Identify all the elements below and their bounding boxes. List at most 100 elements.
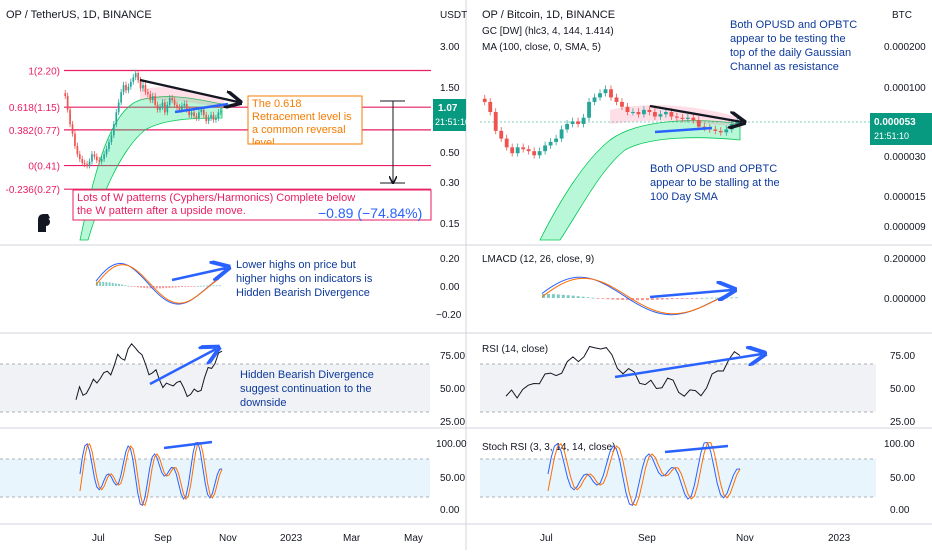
candle-body (493, 112, 498, 131)
macd-histogram-bar (206, 285, 209, 287)
candle-body (110, 135, 113, 143)
right-price-current: 0.000053 (874, 117, 916, 128)
candle-body (183, 103, 186, 106)
candle-body (212, 115, 215, 120)
gaussian-channel-top-left (140, 87, 224, 108)
candle-body (91, 154, 93, 162)
candle-body (115, 112, 118, 125)
fib-label: -0.236(0.27) (6, 185, 60, 196)
candle-body (188, 109, 191, 116)
candle-body (219, 111, 222, 113)
left-macd-tick: 0.00 (440, 282, 460, 293)
right-rsi-divergence-arrow (614, 354, 762, 379)
macd-histogram-bar (606, 298, 610, 300)
macd-histogram-bar (670, 298, 674, 300)
macd-histogram-bar (710, 297, 714, 299)
candle-body (691, 117, 696, 121)
macd-histogram-bar (190, 286, 193, 287)
right-macd-panel (541, 276, 739, 316)
right-chart: OP / Bitcoin, 1D, BINANCE GC [DW] (hlc3,… (466, 9, 932, 544)
candle-body (95, 156, 98, 161)
macd-histogram-bar (149, 286, 152, 289)
macd-histogram-bar (162, 286, 165, 289)
left-price-trendline (139, 78, 238, 102)
macd-histogram-bar (133, 286, 136, 287)
candle-body (609, 89, 613, 98)
right-time-label: Jul (540, 533, 553, 544)
candle-body (532, 151, 537, 156)
candle-body (210, 115, 212, 119)
left-stoch-tick: 50.00 (440, 473, 465, 484)
candle-body (154, 96, 157, 105)
candle-body (103, 154, 105, 160)
macd-histogram-bar (611, 298, 615, 300)
macd-line (541, 276, 736, 316)
right-rsi-tick: 25.00 (890, 417, 915, 428)
macd-histogram-bar (212, 285, 215, 287)
right-candles (482, 85, 740, 159)
candle-body (71, 124, 74, 134)
macd-histogram-bar (165, 286, 168, 289)
right-stoch-divergence-line (664, 444, 729, 454)
right-macd-tick: 0.200000 (884, 254, 926, 265)
left-price-tick: 0.30 (440, 178, 460, 189)
left-time-label: Jul (92, 533, 105, 544)
left-price-tick: 1.50 (440, 83, 460, 94)
left-candles (64, 69, 222, 169)
left-stoch-divergence-line (163, 440, 213, 450)
left-price-tick: 0.15 (440, 219, 460, 230)
candle-body (685, 117, 690, 119)
candle-body (565, 123, 570, 130)
fib-levels: 1(2.20) 0.618(1.15) 0.382(0.77) 0(0.41) -0.2… (6, 66, 431, 196)
left-time-label: Sep (154, 533, 172, 544)
candle-body (122, 85, 125, 93)
macd-histogram-bar (159, 286, 161, 289)
candle-body (198, 112, 200, 119)
macd-histogram-bar (581, 296, 585, 298)
candle-body (515, 147, 520, 154)
candle-body (207, 118, 210, 122)
candle-body (674, 116, 679, 118)
measure-label: −0.89 (−74.84%) (318, 205, 422, 221)
left-time-label: Mar (343, 533, 361, 544)
candle-body (193, 112, 195, 117)
candle-body (729, 123, 734, 130)
macd-histogram-bar (576, 296, 580, 298)
right-price-trendline (649, 104, 742, 122)
sma-note: Both OPUSD and OPBTC appear to be stalli… (650, 163, 780, 203)
candle-body (166, 104, 169, 113)
candle-body (108, 142, 110, 149)
macd-histogram-bar (111, 282, 114, 286)
candle-body (521, 147, 526, 150)
macd-histogram-bar (108, 282, 111, 286)
left-macd-tick: 0.20 (440, 254, 460, 265)
candle-body (718, 130, 723, 133)
left-stoch-tick: 100.00 (436, 439, 467, 450)
candle-body (554, 138, 559, 142)
retracement-note: The 0.618 Retracement level is a common … (252, 98, 352, 144)
right-macd-tick: 0.000000 (884, 294, 926, 305)
macd-histogram-bar (705, 297, 709, 299)
left-macd-panel (95, 262, 221, 305)
fib-label: 0.382(0.77) (9, 126, 60, 137)
right-price-tick: 0.000200 (884, 42, 926, 53)
macd-histogram-bar (650, 298, 654, 300)
candle-body (190, 112, 193, 116)
candle-body (581, 117, 586, 124)
macd-histogram-bar (596, 298, 600, 299)
macd-histogram-bar (174, 286, 177, 288)
candle-body (598, 93, 602, 98)
macd-histogram-bar (655, 298, 659, 300)
macd-histogram-bar (124, 285, 127, 286)
candle-body (510, 147, 515, 154)
gaussian-note: Both OPUSD and OPBTC appear to be testin… (730, 19, 858, 73)
macd-histogram-bar (715, 297, 719, 299)
right-stoch-band (480, 459, 876, 497)
macd-histogram-bar (571, 295, 575, 298)
right-rsi-title: RSI (14, close) (482, 344, 548, 355)
candle-body (81, 159, 84, 163)
macd-histogram-bar (660, 298, 664, 300)
candle-body (482, 98, 487, 102)
